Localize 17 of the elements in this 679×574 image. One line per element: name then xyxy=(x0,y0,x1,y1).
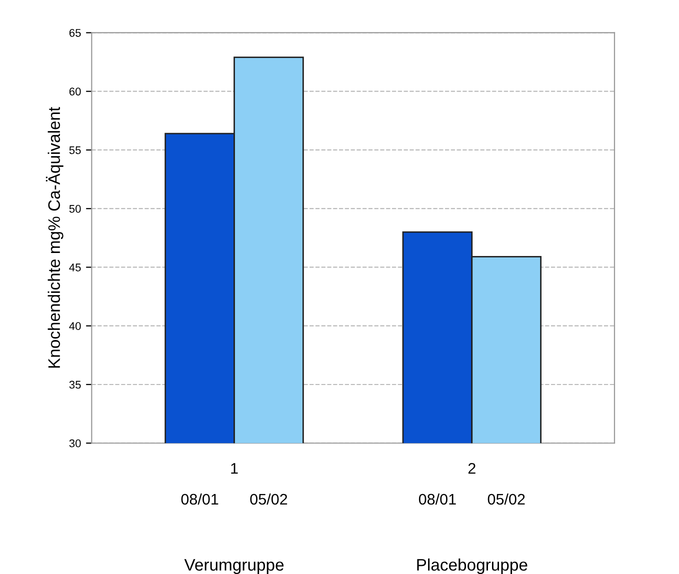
y-tick-label: 50 xyxy=(69,204,81,213)
x-tick-label: 1 xyxy=(231,463,238,474)
y-tick-label: 40 xyxy=(69,322,81,330)
y-axis-title: Knochendichte mg% Ca-Äquivalent xyxy=(46,106,64,368)
x-tick-label: 2 xyxy=(468,462,476,474)
text: 08/01 xyxy=(418,493,456,505)
y-tick-label: 30 xyxy=(69,439,81,448)
y-tick-label: 60 xyxy=(69,88,81,96)
y-tick-label: 45 xyxy=(69,264,81,272)
series-label: 08/01 xyxy=(181,493,218,505)
text: Verumgruppe xyxy=(184,559,284,574)
y-tick-label: 35 xyxy=(69,380,81,389)
text: 05/02 xyxy=(488,493,525,505)
y-tick-label: 55 xyxy=(69,146,81,154)
y-tick-label: 65 xyxy=(69,28,81,37)
text: Placebogruppe xyxy=(417,558,528,574)
series-label: 05/02 xyxy=(250,493,288,505)
